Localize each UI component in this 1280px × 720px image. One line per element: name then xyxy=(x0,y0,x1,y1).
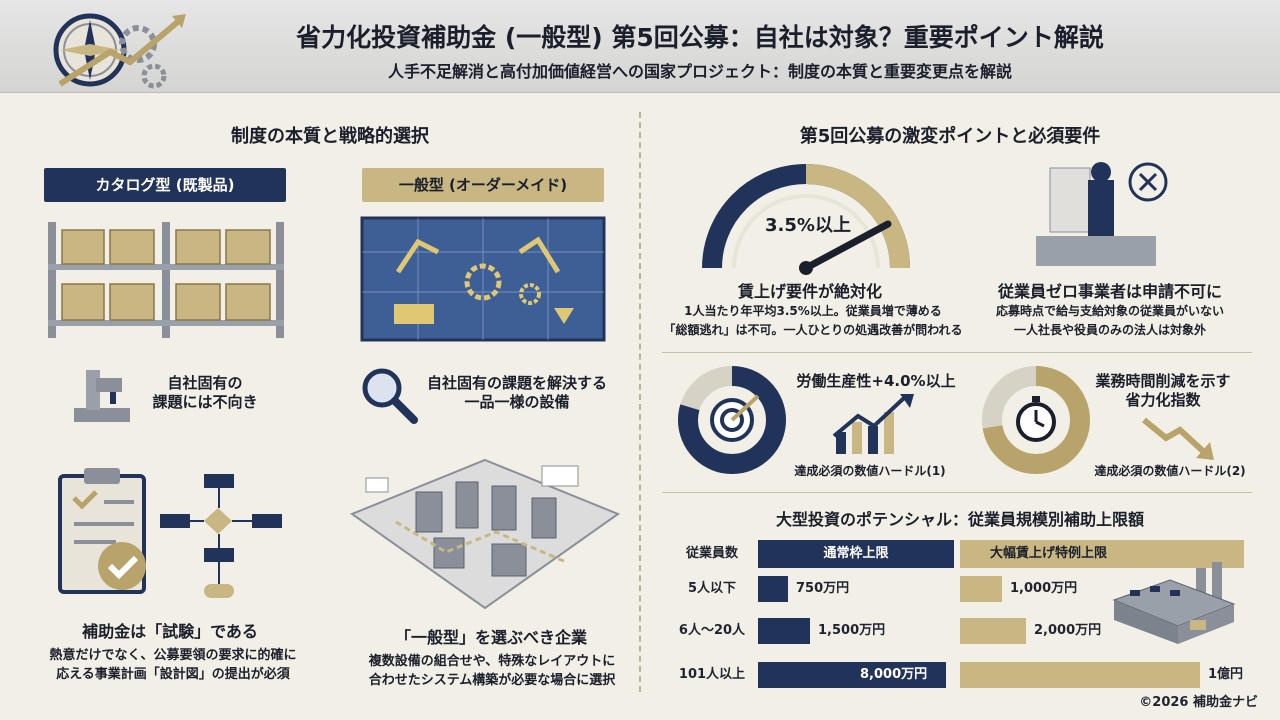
col-header-normal: 通常枠上限 xyxy=(758,540,954,568)
choose-title: 「一般型」を選ぶべき企業 xyxy=(394,628,587,647)
column-divider xyxy=(639,112,641,692)
catalog-type-label: カタログ型 (既製品) xyxy=(44,168,286,202)
separator-line xyxy=(662,352,1252,353)
special-cap-bar xyxy=(960,662,1200,688)
trial-title: 補助金は「試験」である xyxy=(82,622,258,641)
table-title: 大型投資のポテンシャル：従業員規模別補助上限額 xyxy=(775,510,1144,529)
wage-gauge-icon xyxy=(702,164,910,275)
gauge-value: 3.5%以上 xyxy=(765,215,851,236)
special-cap-value: 2,000万円 xyxy=(1034,623,1102,638)
normal-cap-value: 8,000万円 xyxy=(860,667,928,682)
productivity-title: 労働生産性+4.0%以上 xyxy=(796,372,956,390)
col-header-employees: 従業員数 xyxy=(685,546,738,561)
normal-cap-value: 1,500万円 xyxy=(818,623,886,638)
row-label: 101人以上 xyxy=(678,667,746,682)
no-employee-icon xyxy=(1036,162,1168,266)
choose-text: 複数設備の組合せや、特殊なレイアウトに 合わせたシステム構築が必要な場合に選択 xyxy=(368,654,616,688)
growth-chart-icon xyxy=(832,394,914,454)
page-title: 省力化投資補助金 (一般型) 第5回公募：自社は対象？重要ポイント解説 xyxy=(296,23,1104,52)
time-donut-icon xyxy=(982,366,1090,474)
copyright: ©2026 補助金ナビ xyxy=(1139,695,1258,710)
machine-tool-icon xyxy=(74,370,130,422)
normal-cap-bar xyxy=(758,662,946,688)
time-title: 業務時間削減を示す 省力化指数 xyxy=(1095,372,1231,409)
separator-line xyxy=(662,492,1252,493)
productivity-caption: 達成必須の数値ハードル(1) xyxy=(794,464,946,478)
blueprint-robot-arms-icon xyxy=(360,216,606,342)
special-cap-bar xyxy=(960,576,1002,602)
special-cap-bar xyxy=(960,618,1026,644)
col-header-special: 大幅賃上げ特例上限 xyxy=(960,540,1244,568)
row-label: 6人〜20人 xyxy=(678,623,746,638)
wage-title: 賃上げ要件が絶対化 xyxy=(737,282,882,301)
factory-floor-icon xyxy=(349,458,621,610)
catalog-note: 自社固有の 課題には不向き xyxy=(152,374,258,411)
normal-cap-value: 750万円 xyxy=(796,581,850,596)
shelf-boxes-icon xyxy=(48,222,284,338)
special-cap-value: 1億円 xyxy=(1208,667,1244,682)
magnifier-icon xyxy=(362,368,418,424)
row-label: 5人以下 xyxy=(687,581,737,596)
time-caption: 達成必須の数値ハードル(2) xyxy=(1094,464,1246,478)
trial-text: 熱意だけでなく、公募要領の要求に的確に 応える事業計画「設計図」の提出が必須 xyxy=(49,648,297,682)
compass-gear-logo-icon xyxy=(53,13,186,89)
normal-cap-bar xyxy=(758,618,810,644)
general-type-label: 一般型 (オーダーメイド) xyxy=(362,168,604,202)
zero-employee-title: 従業員ゼロ事業者は申請不可に xyxy=(997,282,1222,301)
normal-cap-bar xyxy=(758,576,788,602)
zero-employee-text: 応募時点で給与支給対象の従業員がいない 一人社長や役員のみの法人は対象外 xyxy=(995,304,1224,337)
page-subtitle: 人手不足解消と高付加価値経営への国家プロジェクト：制度の本質と重要変更点を解説 xyxy=(387,62,1012,81)
productivity-donut-icon xyxy=(678,366,786,474)
general-note: 自社固有の課題を解決する 一品一様の設備 xyxy=(426,374,607,411)
checklist-flowchart-icon xyxy=(58,468,282,598)
wage-text: 1人当たり年平均3.5%以上。従業員増で薄める 「総額逃れ」は不可。一人ひとりの… xyxy=(663,304,963,337)
factory-building-icon xyxy=(1112,562,1236,644)
left-section-title: 制度の本質と戦略的選択 xyxy=(231,126,429,147)
special-cap-value: 1,000万円 xyxy=(1010,581,1078,596)
right-section-title: 第5回公募の激変ポイントと必須要件 xyxy=(799,126,1101,147)
header: 省力化投資補助金 (一般型) 第5回公募：自社は対象？重要ポイント解説 人手不足… xyxy=(0,0,1280,93)
decline-arrow-icon xyxy=(1142,417,1214,460)
